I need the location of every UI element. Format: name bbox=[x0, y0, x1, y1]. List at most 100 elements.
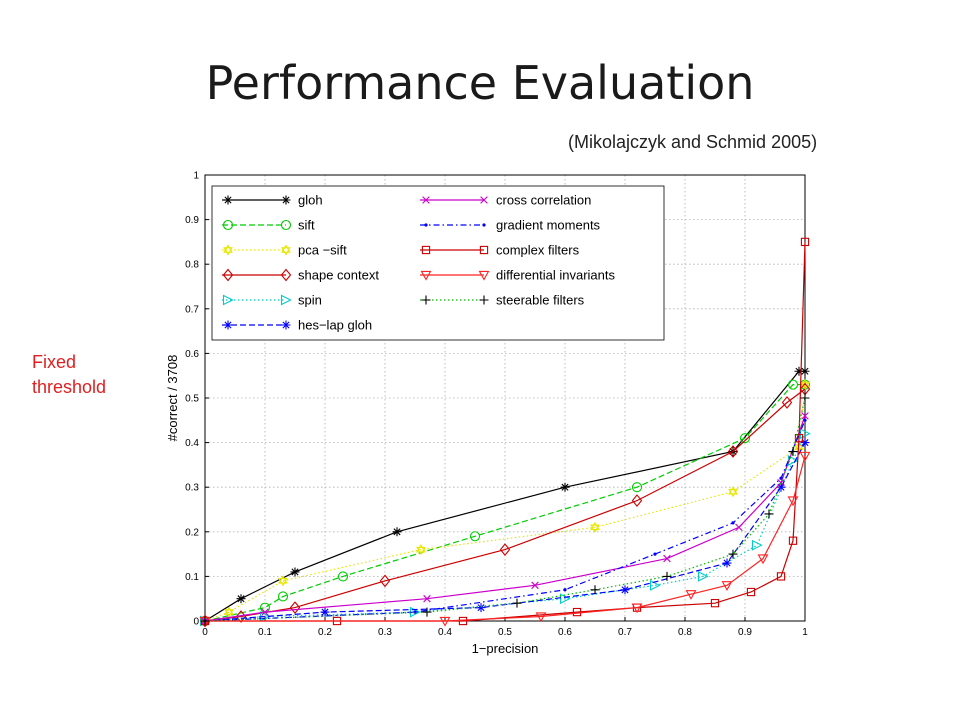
data-point bbox=[663, 554, 671, 563]
series-line bbox=[204, 415, 806, 622]
x-tick-label: 0.9 bbox=[738, 627, 752, 638]
data-point bbox=[728, 549, 738, 559]
data-point bbox=[420, 270, 432, 281]
data-point bbox=[685, 590, 697, 600]
data-point bbox=[800, 237, 810, 247]
x-axis-label: 1−precision bbox=[472, 641, 539, 656]
data-point bbox=[458, 616, 468, 626]
data-point bbox=[478, 270, 490, 281]
legend-entry: differential invariants bbox=[420, 268, 615, 283]
data-point bbox=[722, 558, 732, 568]
data-point bbox=[512, 598, 522, 608]
data-point bbox=[422, 196, 430, 204]
data-point bbox=[799, 451, 811, 462]
legend-box bbox=[211, 185, 665, 341]
y-tick-label: 0.9 bbox=[185, 215, 199, 226]
y-tick-label: 0.8 bbox=[185, 260, 199, 271]
x-tick-label: 0.7 bbox=[618, 627, 632, 638]
series-gradient-moments bbox=[203, 418, 807, 623]
data-point bbox=[482, 223, 486, 227]
data-point bbox=[223, 320, 233, 330]
series-sift bbox=[199, 379, 811, 627]
data-point bbox=[590, 585, 600, 595]
slide-title: Performance Evaluation bbox=[205, 56, 755, 110]
x-tick-label: 1 bbox=[802, 627, 808, 638]
x-tick-label: 0.5 bbox=[498, 627, 512, 638]
data-point bbox=[620, 585, 630, 595]
data-point bbox=[788, 536, 798, 545]
data-point bbox=[421, 245, 431, 255]
data-point bbox=[794, 366, 804, 376]
legend-entry: gradient moments bbox=[420, 218, 601, 233]
data-point bbox=[476, 603, 486, 613]
data-point bbox=[662, 571, 672, 581]
side-note: Fixed threshold bbox=[32, 352, 107, 397]
legend-label: spin bbox=[298, 293, 322, 308]
data-point bbox=[781, 396, 793, 409]
data-point bbox=[799, 428, 811, 440]
data-point bbox=[416, 544, 426, 556]
data-point bbox=[776, 482, 786, 492]
data-point bbox=[739, 433, 751, 444]
y-axis-label: #correct / 3708 bbox=[165, 355, 180, 442]
legend-entry: cross correlation bbox=[420, 193, 591, 208]
data-point bbox=[800, 366, 810, 376]
x-tick-label: 0.8 bbox=[678, 627, 692, 638]
data-point bbox=[392, 527, 402, 537]
data-point bbox=[697, 571, 709, 582]
data-point bbox=[479, 245, 489, 255]
series-steerable-filters bbox=[200, 393, 810, 626]
data-point bbox=[479, 295, 489, 305]
axes: 0 0.1 0.2 0.3 0.4 0.5 0.6 0.7 0.8 0.9 1 0 0.1 0.2 0.3 0… bbox=[185, 171, 808, 639]
data-point bbox=[281, 320, 291, 330]
legend-label: gradient moments bbox=[496, 218, 601, 233]
data-point bbox=[727, 445, 739, 458]
y-tick-label: 0.6 bbox=[185, 349, 199, 360]
data-point bbox=[280, 268, 292, 282]
data-point bbox=[776, 572, 786, 581]
data-point bbox=[379, 574, 391, 588]
legend-label: complex filters bbox=[496, 243, 580, 258]
data-point bbox=[223, 195, 233, 205]
legend-label: hes−lap gloh bbox=[298, 318, 372, 333]
legend-label: gloh bbox=[298, 193, 323, 208]
data-point bbox=[649, 579, 661, 591]
data-point bbox=[757, 554, 769, 565]
data-point bbox=[200, 616, 210, 626]
legend-entry: gloh bbox=[222, 193, 323, 208]
data-point bbox=[222, 268, 234, 282]
data-point bbox=[499, 543, 511, 557]
data-point bbox=[801, 412, 809, 420]
data-point bbox=[787, 379, 799, 390]
legend-entry: hes−lap gloh bbox=[222, 318, 372, 333]
data-point bbox=[788, 447, 798, 457]
data-point bbox=[277, 591, 289, 602]
data-point bbox=[320, 607, 330, 617]
data-point bbox=[746, 587, 756, 597]
data-point bbox=[787, 496, 799, 507]
y-tick-label: 0.4 bbox=[185, 438, 199, 449]
series-line bbox=[205, 455, 806, 622]
y-tick-label: 0.3 bbox=[185, 483, 199, 494]
data-point bbox=[751, 539, 763, 551]
y-tick-label: 0.7 bbox=[185, 304, 199, 315]
data-point bbox=[572, 607, 582, 617]
legend-entry: spin bbox=[222, 293, 322, 308]
data-point bbox=[559, 593, 571, 605]
data-point bbox=[280, 294, 292, 306]
series-line bbox=[204, 384, 806, 622]
data-point bbox=[281, 244, 291, 256]
legend-label: pca −sift bbox=[298, 243, 347, 258]
series-line bbox=[204, 420, 806, 622]
data-point bbox=[531, 581, 539, 590]
data-point bbox=[779, 476, 783, 480]
data-point bbox=[710, 599, 720, 608]
data-point bbox=[439, 616, 451, 627]
legend-label: differential invariants bbox=[496, 268, 615, 283]
data-point bbox=[337, 571, 349, 582]
series-cross-correlation bbox=[201, 412, 809, 625]
data-point bbox=[424, 223, 428, 227]
data-point bbox=[728, 486, 738, 498]
citation: (Mikolajczyk and Schmid 2005) bbox=[568, 132, 818, 152]
data-point bbox=[535, 612, 547, 623]
